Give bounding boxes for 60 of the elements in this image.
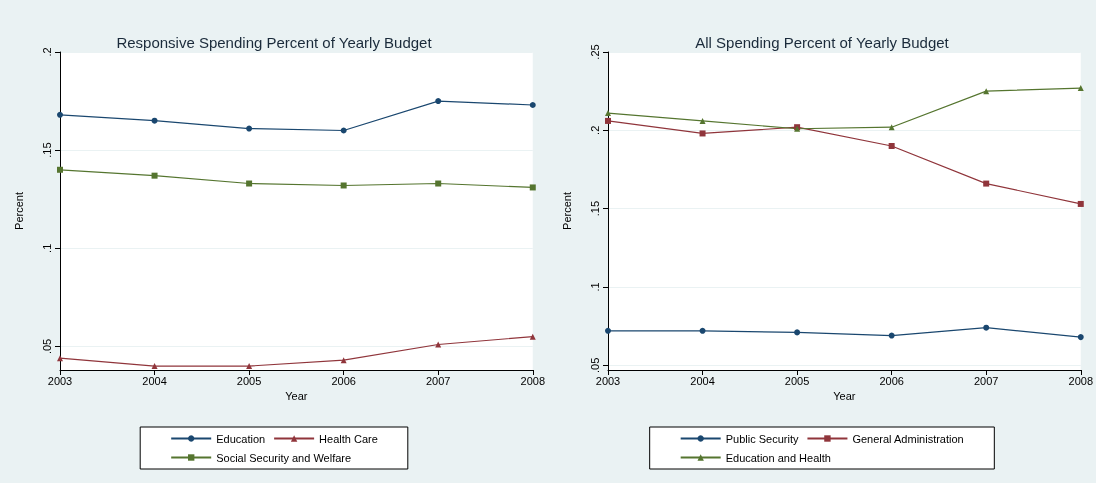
y-tick-label: .1 [588, 282, 601, 292]
point [151, 363, 158, 370]
x-tick-label: 2005 [236, 374, 262, 387]
point [435, 180, 442, 187]
legend-label: General Administration [852, 432, 964, 445]
point [605, 117, 611, 124]
y-tick-label: .15 [40, 142, 53, 158]
point [246, 125, 253, 132]
x-tick-label: 2007 [973, 374, 999, 387]
point [699, 130, 706, 137]
legend-label: Education [216, 432, 266, 445]
y-tick-label: .05 [40, 338, 53, 355]
x-tick-label: 2007 [425, 374, 451, 387]
y-tick-label: .2 [40, 47, 53, 57]
point [605, 327, 611, 334]
x-tick-label: 2006 [879, 374, 904, 387]
y-axis-title: Percent [560, 192, 573, 230]
x-tick-label: 2008 [520, 374, 546, 387]
x-tick-label: 2004 [142, 374, 167, 387]
y-tick-label: .25 [588, 44, 601, 60]
point [57, 355, 63, 362]
point [1077, 334, 1084, 341]
point [57, 166, 63, 173]
point [340, 357, 347, 364]
legend-label: Social Security and Welfare [216, 451, 352, 464]
point [435, 98, 442, 105]
point [340, 182, 347, 189]
x-tick-label: 2003 [47, 374, 73, 387]
point [983, 180, 990, 187]
legend-label: Health Care [319, 432, 378, 445]
legend-label: Public Security [725, 432, 799, 445]
point [151, 172, 158, 179]
point [983, 324, 990, 331]
point [246, 180, 253, 187]
point [794, 329, 801, 336]
x-tick-label: 2003 [595, 374, 621, 387]
x-tick-label: 2006 [331, 374, 356, 387]
chart-title: Responsive Spending Percent of Yearly Budget [116, 34, 433, 51]
x-tick-label: 2008 [1068, 374, 1094, 387]
point [529, 102, 536, 108]
point [246, 363, 253, 370]
y-tick-label: .05 [588, 357, 601, 373]
point [888, 142, 895, 149]
point [529, 184, 536, 191]
y-axis-title: Percent [12, 192, 25, 230]
point [529, 333, 536, 340]
x-tick-label: 2004 [690, 374, 715, 387]
point [1077, 200, 1084, 207]
legend-label: Education and Health [725, 451, 831, 464]
point [57, 111, 63, 118]
point [605, 110, 611, 117]
point [699, 117, 706, 124]
y-tick-label: .1 [40, 243, 53, 253]
x-tick-label: 2005 [784, 374, 810, 387]
x-axis-title: Year [285, 390, 308, 403]
y-tick-label: .15 [588, 201, 601, 217]
y-tick-label: .2 [588, 125, 601, 135]
x-axis-title: Year [833, 390, 856, 403]
chart-title: All Spending Percent of Yearly Budget [695, 34, 950, 51]
point [699, 327, 706, 334]
